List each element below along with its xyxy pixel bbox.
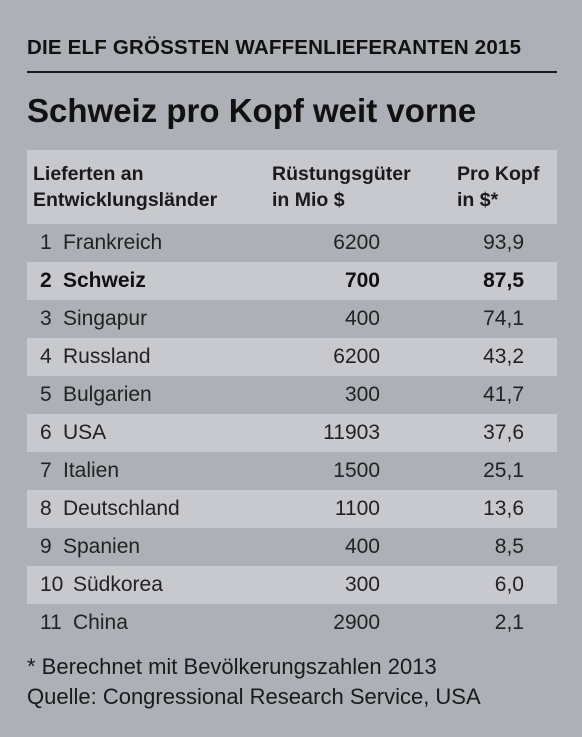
country-cell: Bulgarien xyxy=(63,383,152,406)
table-header: Lieferten an Entwicklungsländer Rüstungs… xyxy=(27,150,557,224)
rank-cell: 7 xyxy=(40,459,52,482)
rank-cell: 10 xyxy=(40,573,64,596)
value-cell: 400 xyxy=(344,307,380,330)
rank-cell: 11 xyxy=(40,611,62,634)
value-cell: 11903 xyxy=(323,421,380,444)
table-body: 1 Frankreich 6200 93,9 2 Schweiz 700 87,5 3 Singa… xyxy=(27,224,557,642)
rank-cell: 6 xyxy=(40,421,52,444)
per-capita-cell: 37,6 xyxy=(483,421,524,444)
header-value-line-2: in Mio $ xyxy=(272,189,345,211)
per-capita-cell: 87,5 xyxy=(483,269,524,292)
source-line: Quelle: Congressional Research Service, … xyxy=(27,684,481,709)
rank-cell: 3 xyxy=(40,307,52,330)
value-cell: 6200 xyxy=(333,231,380,254)
header-value: Rüstungsgüter in Mio $ xyxy=(272,161,411,213)
header-country: Lieferten an Entwicklungsländer xyxy=(33,161,217,213)
table-row: 10 Südkorea 300 6,0 xyxy=(27,566,557,604)
country-cell: Deutschland xyxy=(63,497,180,520)
per-capita-cell: 25,1 xyxy=(483,459,524,482)
per-capita-cell: 6,0 xyxy=(494,573,524,596)
rank-cell: 9 xyxy=(40,535,52,558)
country-cell: Russland xyxy=(63,345,151,368)
table-row: 2 Schweiz 700 87,5 xyxy=(27,262,557,300)
table-row: 6 USA 11903 37,6 xyxy=(27,414,557,452)
header-per-capita: Pro Kopf in $* xyxy=(457,161,539,213)
value-cell: 700 xyxy=(344,269,380,292)
table-row: 8 Deutschland 1100 13,6 xyxy=(27,490,557,528)
table-row: 11 China 2900 2,1 xyxy=(27,604,557,642)
per-capita-cell: 93,9 xyxy=(483,231,524,254)
header-country-line-1: Lieferten an xyxy=(33,163,144,185)
header-country-line-2: Entwicklungsländer xyxy=(33,189,218,211)
country-cell: China xyxy=(73,611,128,634)
table-row: 4 Russland 6200 43,2 xyxy=(27,338,557,376)
value-cell: 1100 xyxy=(334,497,380,520)
value-cell: 300 xyxy=(344,383,380,406)
rank-cell: 5 xyxy=(40,383,52,406)
header-per-capita-line-2: in $* xyxy=(457,189,499,211)
table-row: 1 Frankreich 6200 93,9 xyxy=(27,224,557,262)
header-per-capita-line-1: Pro Kopf xyxy=(457,163,540,185)
country-cell: Schweiz xyxy=(63,269,146,292)
value-cell: 2900 xyxy=(333,611,380,634)
value-cell: 300 xyxy=(344,573,380,596)
country-cell: Italien xyxy=(63,459,120,482)
value-cell: 400 xyxy=(344,535,380,558)
table-row: 7 Italien 1500 25,1 xyxy=(27,452,557,490)
data-table: Lieferten an Entwicklungsländer Rüstungs… xyxy=(27,150,557,642)
country-cell: Südkorea xyxy=(73,573,163,596)
country-cell: Frankreich xyxy=(63,231,163,254)
table-row: 9 Spanien 400 8,5 xyxy=(27,528,557,566)
per-capita-cell: 8,5 xyxy=(494,535,524,558)
rank-cell: 2 xyxy=(40,269,52,292)
footnote: * Berechnet mit Bevölkerungszahlen 2013 xyxy=(27,654,437,679)
rank-cell: 4 xyxy=(40,345,52,368)
chart-title: Schweiz pro Kopf weit vorne xyxy=(27,92,477,129)
table-row: 5 Bulgarien 300 41,7 xyxy=(27,376,557,414)
value-cell: 1500 xyxy=(333,459,380,482)
kicker-rule xyxy=(27,71,557,73)
per-capita-cell: 41,7 xyxy=(483,383,524,406)
country-cell: Singapur xyxy=(63,307,148,330)
per-capita-cell: 13,6 xyxy=(483,497,524,520)
rank-cell: 8 xyxy=(40,497,52,520)
value-cell: 6200 xyxy=(333,345,380,368)
footnote-block: * Berechnet mit Bevölkerungszahlen 2013 … xyxy=(27,652,481,712)
per-capita-cell: 43,2 xyxy=(483,345,524,368)
header-value-line-1: Rüstungsgüter xyxy=(272,163,411,185)
kicker: DIE ELF GRÖSSTEN WAFFENLIEFERANTEN 2015 xyxy=(27,36,522,59)
per-capita-cell: 74,1 xyxy=(483,307,524,330)
rank-cell: 1 xyxy=(40,231,52,254)
country-cell: Spanien xyxy=(63,535,141,558)
country-cell: USA xyxy=(63,421,107,444)
per-capita-cell: 2,1 xyxy=(494,611,524,634)
table-row: 3 Singapur 400 74,1 xyxy=(27,300,557,338)
